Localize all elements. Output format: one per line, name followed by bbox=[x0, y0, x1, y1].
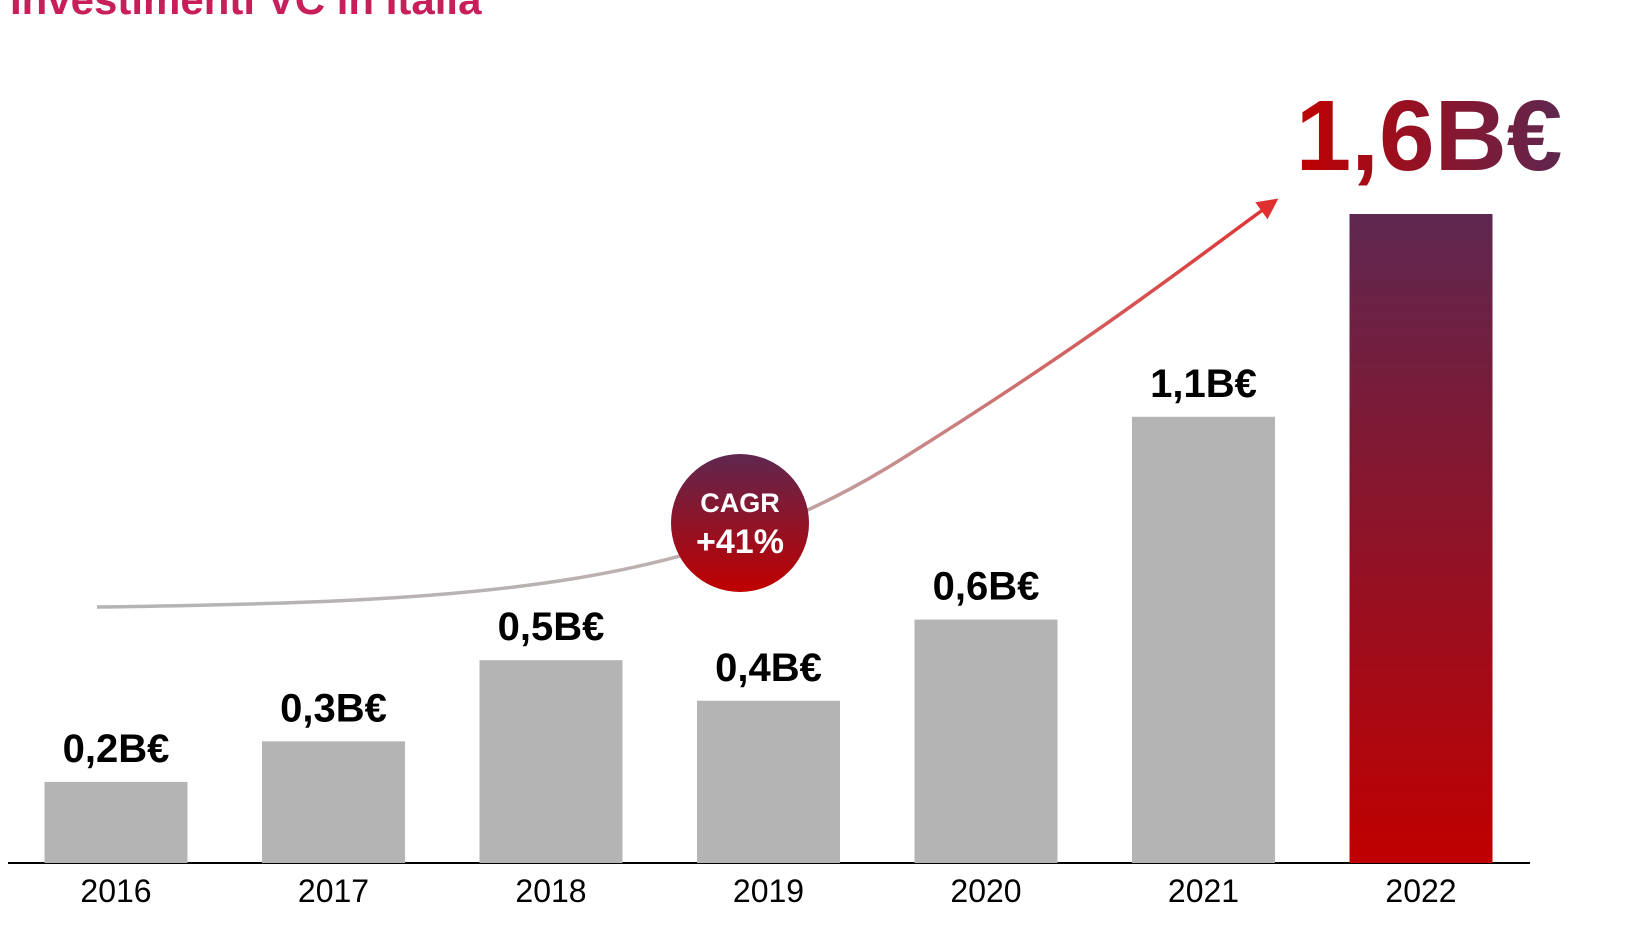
bar bbox=[262, 741, 405, 863]
value-label: 1,1B€ bbox=[1150, 362, 1257, 406]
bar bbox=[44, 781, 188, 863]
value-label: 0,6B€ bbox=[933, 565, 1040, 609]
value-label: 1,6B€ bbox=[1296, 80, 1563, 192]
value-label: 0,2B€ bbox=[63, 727, 170, 771]
chart-title: Investimenti VC in Italia bbox=[10, 0, 482, 23]
x-tick-label: 2021 bbox=[1168, 873, 1239, 909]
x-tick-label: 2018 bbox=[515, 873, 586, 909]
cagr-value: +41% bbox=[696, 523, 784, 561]
x-tick-label: 2016 bbox=[80, 873, 151, 909]
bar bbox=[479, 660, 623, 863]
value-label: 0,5B€ bbox=[498, 605, 605, 649]
bar bbox=[1132, 416, 1275, 863]
cagr-badge bbox=[671, 454, 809, 592]
trend-arrow bbox=[96, 198, 1279, 609]
x-tick-label: 2017 bbox=[298, 873, 369, 909]
value-label: 0,4B€ bbox=[715, 646, 822, 690]
x-tick-label: 2022 bbox=[1385, 873, 1456, 909]
x-tick-label: 2020 bbox=[950, 873, 1021, 909]
bar bbox=[1349, 214, 1493, 863]
bar bbox=[914, 619, 1058, 863]
x-tick-label: 2019 bbox=[733, 873, 804, 909]
cagr-label: CAGR bbox=[700, 488, 780, 518]
value-label: 0,3B€ bbox=[280, 686, 387, 730]
bar bbox=[697, 700, 840, 863]
